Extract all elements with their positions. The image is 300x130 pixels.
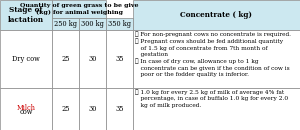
Bar xyxy=(0,30,52,88)
Text: ❖ For non-pregnant cows no concentrate is required.
❖ Pregnant cows should be fe: ❖ For non-pregnant cows no concentrate i… xyxy=(135,31,291,77)
Text: cow: cow xyxy=(19,108,33,115)
Bar xyxy=(133,88,300,130)
Text: 30: 30 xyxy=(88,105,97,113)
Bar xyxy=(52,30,79,88)
Text: Dry cow: Dry cow xyxy=(12,55,40,63)
Bar xyxy=(52,88,79,130)
Bar xyxy=(0,0,52,30)
Text: 300 kg: 300 kg xyxy=(81,20,104,28)
Bar xyxy=(106,88,133,130)
Text: Concentrate ( kg): Concentrate ( kg) xyxy=(181,11,253,19)
Text: Quantity of green grass to be give
(kg) for animal weighing: Quantity of green grass to be give (kg) … xyxy=(20,3,138,15)
Text: Stage of
lactation: Stage of lactation xyxy=(8,6,44,24)
Bar xyxy=(79,18,106,30)
Text: 25: 25 xyxy=(61,105,70,113)
Bar xyxy=(106,30,133,88)
Text: 35: 35 xyxy=(115,105,124,113)
Bar xyxy=(0,88,52,130)
Bar xyxy=(133,30,300,88)
Bar xyxy=(79,88,106,130)
Text: 30: 30 xyxy=(88,55,97,63)
Text: 350 kg: 350 kg xyxy=(108,20,131,28)
Bar xyxy=(133,0,300,30)
Text: 25: 25 xyxy=(61,55,70,63)
Bar xyxy=(106,18,133,30)
Text: 250 kg: 250 kg xyxy=(54,20,77,28)
Bar xyxy=(52,0,106,18)
Text: ❖ 1.0 kg for every 2.5 kg of milk of average 4% fat
   percentage, in case of bu: ❖ 1.0 kg for every 2.5 kg of milk of ave… xyxy=(135,89,288,108)
Bar xyxy=(79,30,106,88)
Text: Milch: Milch xyxy=(16,103,35,112)
Bar xyxy=(52,18,79,30)
Text: 35: 35 xyxy=(115,55,124,63)
